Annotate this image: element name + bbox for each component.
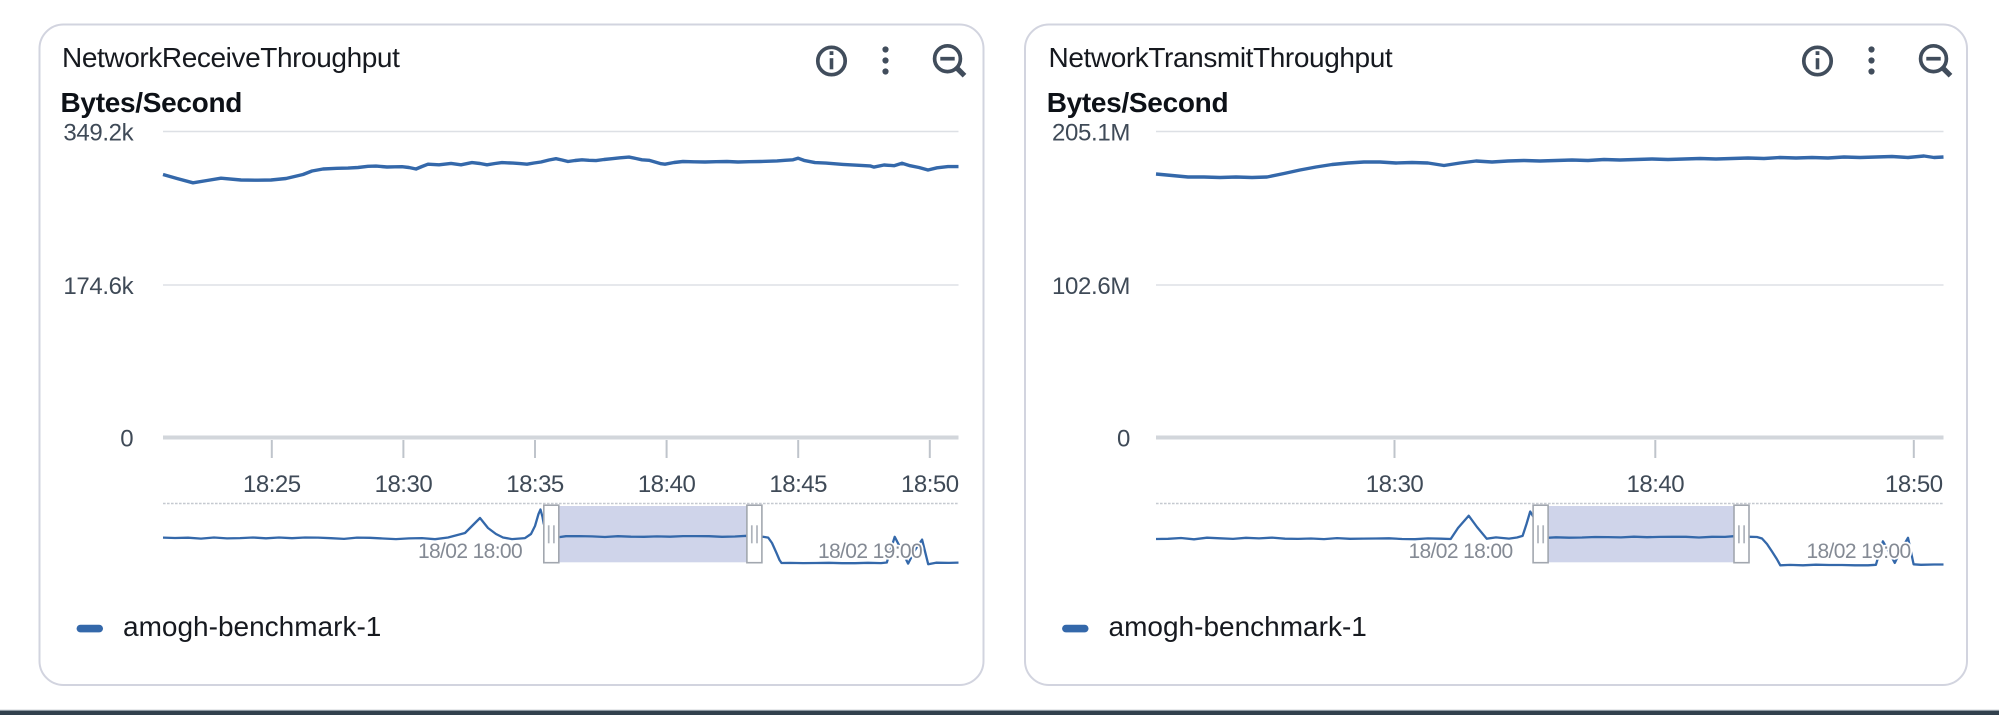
- svg-text:NetworkReceiveThroughput: NetworkReceiveThroughput: [62, 42, 400, 73]
- svg-text:18:50: 18:50: [901, 471, 959, 498]
- svg-text:18:45: 18:45: [769, 471, 827, 498]
- svg-text:18:30: 18:30: [375, 471, 433, 498]
- svg-text:18/02 19:00: 18/02 19:00: [818, 540, 922, 563]
- svg-text:18/02 18:00: 18/02 18:00: [1408, 540, 1512, 563]
- svg-text:Bytes/Second: Bytes/Second: [1047, 87, 1229, 118]
- svg-text:174.6k: 174.6k: [63, 273, 134, 300]
- svg-text:amogh-benchmark-1: amogh-benchmark-1: [1109, 611, 1367, 642]
- svg-text:18:30: 18:30: [1366, 471, 1424, 498]
- svg-text:18:25: 18:25: [243, 471, 301, 498]
- svg-text:18/02 19:00: 18/02 19:00: [1806, 540, 1910, 563]
- svg-text:0: 0: [1117, 426, 1130, 453]
- svg-text:18/02 18:00: 18/02 18:00: [418, 540, 522, 563]
- svg-text:349.2k: 349.2k: [63, 120, 134, 147]
- svg-text:18:40: 18:40: [1627, 471, 1685, 498]
- svg-text:18:50: 18:50: [1885, 471, 1943, 498]
- svg-text:NetworkTransmitThroughput: NetworkTransmitThroughput: [1049, 42, 1393, 73]
- svg-text:0: 0: [120, 426, 133, 453]
- svg-text:amogh-benchmark-1: amogh-benchmark-1: [123, 611, 381, 642]
- svg-text:18:35: 18:35: [506, 471, 564, 498]
- svg-text:18:40: 18:40: [638, 471, 696, 498]
- svg-text:Bytes/Second: Bytes/Second: [61, 87, 243, 118]
- svg-text:205.1M: 205.1M: [1052, 120, 1130, 147]
- svg-text:102.6M: 102.6M: [1052, 273, 1130, 300]
